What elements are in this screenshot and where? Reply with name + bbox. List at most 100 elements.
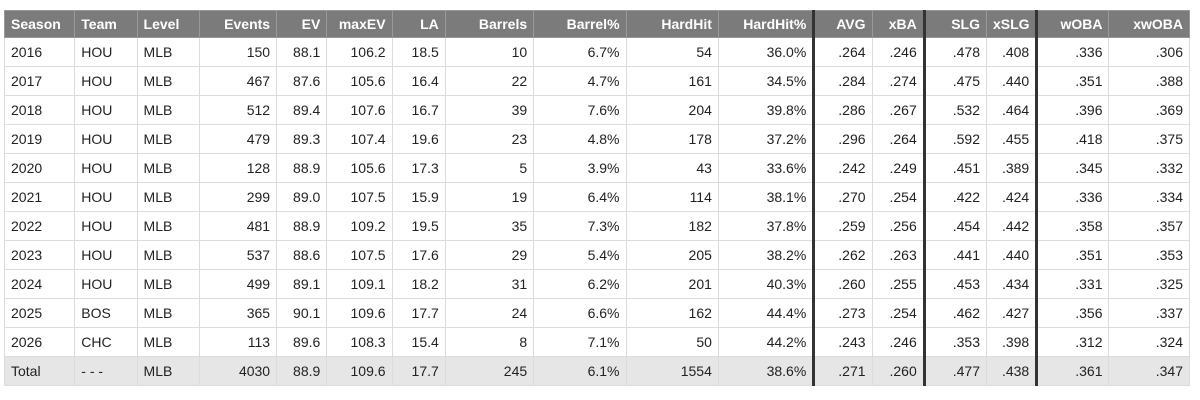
cell: .475 [922,66,987,96]
cell: .264 [871,124,925,154]
cell: 2024 [3,269,76,299]
data-row: 2023 HOU MLB 537 88.6 107.5 17.6 29 5.4% 205 38.2%… [3,240,1190,270]
cell: 16.7 [391,95,446,125]
cell: 33.6% [717,153,815,183]
column-header: maxEV [326,10,393,38]
cell: HOU [74,153,138,183]
data-row: 2016 HOU MLB 150 88.1 106.2 18.5 10 6.7% 54 36.0%.… [3,37,1190,67]
cell: .273 [812,298,873,328]
cell: 109.6 [326,298,393,328]
cell: 22 [444,66,535,96]
cell: .270 [812,182,873,212]
cell: 299 [198,182,278,212]
cell: 6.6% [533,298,627,328]
cell: .398 [985,327,1038,357]
cell: 105.6 [326,153,393,183]
cell: HOU [74,37,138,67]
data-row: 2022 HOU MLB 481 88.9 109.2 19.5 35 7.3% 182 37.8%… [3,211,1190,241]
cell: 109.6 [326,356,393,386]
cell: HOU [74,240,138,270]
cell: 4030 [198,356,278,386]
cell: 44.4% [717,298,815,328]
cell: 34.5% [717,66,815,96]
cell: .434 [985,269,1038,299]
cell: 161 [625,66,719,96]
column-header: xSLG [985,10,1038,38]
data-row: 2025 BOS MLB 365 90.1 109.6 17.7 24 6.6% 162 44.4%… [3,298,1190,328]
cell: 5.4% [533,240,627,270]
cell: .332 [1108,153,1190,183]
cell: 17.7 [391,298,446,328]
cell: .286 [812,95,873,125]
cell: 16.4 [391,66,446,96]
cell: .306 [1108,37,1190,67]
cell: 6.1% [533,356,627,386]
cell: .262 [812,240,873,270]
cell: .357 [1108,211,1190,241]
cell: 2021 [3,182,76,212]
cell: MLB [136,269,200,299]
cell: 15.4 [391,327,446,357]
cell: 50 [625,327,719,357]
cell: .408 [985,37,1038,67]
cell: .274 [871,66,925,96]
cell: 150 [198,37,278,67]
cell: 31 [444,269,535,299]
cell: 39 [444,95,535,125]
cell: 89.1 [276,269,328,299]
cell: 107.5 [326,240,393,270]
cell: .259 [812,211,873,241]
stats-table-wrap: Season Team Level Events EV maxEV LA Barrels Bar… [3,10,1190,386]
cell: .347 [1108,356,1190,386]
cell: .284 [812,66,873,96]
cell: .271 [812,356,873,386]
cell: 128 [198,153,278,183]
cell: .424 [985,182,1038,212]
cell: .256 [871,211,925,241]
cell: .396 [1035,95,1110,125]
cell: 365 [198,298,278,328]
data-row: 2024 HOU MLB 499 89.1 109.1 18.2 31 6.2% 201 40.3%… [3,269,1190,299]
cell: 89.6 [276,327,328,357]
cell: .312 [1035,327,1110,357]
cell: .246 [871,327,925,357]
cell: .351 [1035,66,1110,96]
column-header: xwOBA [1108,10,1190,38]
data-row: 2021 HOU MLB 299 89.0 107.5 15.9 19 6.4% 114 38.1%… [3,182,1190,212]
cell: 38.6% [717,356,815,386]
cell: 88.9 [276,211,328,241]
cell: .422 [922,182,987,212]
stats-table: Season Team Level Events EV maxEV LA Barrels Bar… [3,10,1190,386]
column-header: EV [276,10,328,38]
cell: 108.3 [326,327,393,357]
column-header: SLG [922,10,987,38]
cell: 8 [444,327,535,357]
cell: .375 [1108,124,1190,154]
cell: 18.5 [391,37,446,67]
cell: 36.0% [717,37,815,67]
cell: .369 [1108,95,1190,125]
cell: .336 [1035,182,1110,212]
cell: 109.1 [326,269,393,299]
cell: 35 [444,211,535,241]
cell: 7.3% [533,211,627,241]
cell: 43 [625,153,719,183]
cell: .334 [1108,182,1190,212]
column-header: Season [3,10,76,38]
cell: .254 [871,298,925,328]
cell: .242 [812,153,873,183]
cell: 481 [198,211,278,241]
cell: .267 [871,95,925,125]
cell: 245 [444,356,535,386]
cell: 39.8% [717,95,815,125]
cell: MLB [136,37,200,67]
cell: 17.6 [391,240,446,270]
cell: 24 [444,298,535,328]
cell: .455 [985,124,1038,154]
cell: 1554 [625,356,719,386]
cell: 2022 [3,211,76,241]
cell: .331 [1035,269,1110,299]
cell: .389 [985,153,1038,183]
column-header: HardHit% [717,10,815,38]
